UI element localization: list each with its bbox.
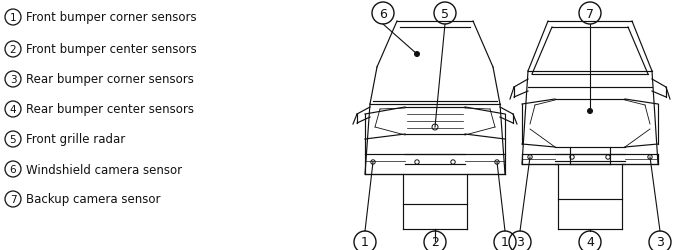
Circle shape [588, 109, 592, 114]
Text: 1: 1 [9, 13, 16, 23]
Text: Front bumper corner sensors: Front bumper corner sensors [26, 12, 197, 24]
Text: Backup camera sensor: Backup camera sensor [26, 193, 160, 206]
Text: 3: 3 [9, 75, 16, 85]
Text: 5: 5 [441, 8, 449, 20]
Circle shape [415, 52, 419, 57]
Text: 2: 2 [9, 45, 16, 55]
Text: 7: 7 [9, 194, 16, 204]
Text: Front grille radar: Front grille radar [26, 133, 125, 146]
Text: Rear bumper corner sensors: Rear bumper corner sensors [26, 73, 194, 86]
Text: Windshield camera sensor: Windshield camera sensor [26, 163, 182, 176]
Text: Rear bumper center sensors: Rear bumper center sensors [26, 103, 194, 116]
Text: 1: 1 [501, 236, 509, 248]
Text: 4: 4 [9, 104, 16, 115]
Text: 6: 6 [9, 164, 16, 174]
Text: Front bumper center sensors: Front bumper center sensors [26, 43, 197, 56]
Text: 2: 2 [431, 236, 439, 248]
Text: 4: 4 [586, 236, 594, 248]
Text: 5: 5 [9, 134, 16, 144]
Text: 3: 3 [516, 236, 524, 248]
Text: 3: 3 [656, 236, 664, 248]
Text: 1: 1 [361, 236, 369, 248]
Text: 6: 6 [379, 8, 387, 20]
Text: 7: 7 [586, 8, 594, 20]
